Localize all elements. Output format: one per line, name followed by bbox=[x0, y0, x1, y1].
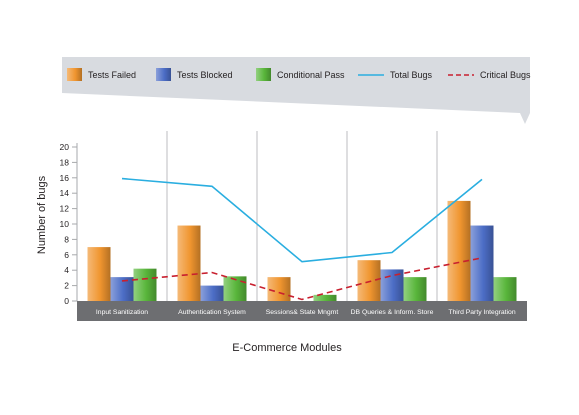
bar-tests-blocked-third-party-integration bbox=[470, 225, 494, 301]
y-tick-label: 20 bbox=[60, 142, 70, 152]
y-tick-label: 0 bbox=[64, 296, 69, 306]
bar-tests-failed-sessions-state-mngmt bbox=[267, 277, 291, 301]
bar-tests-failed-third-party-integration bbox=[447, 200, 471, 301]
y-tick-label: 8 bbox=[64, 234, 69, 244]
y-tick-label: 14 bbox=[60, 188, 70, 198]
bar-conditional-pass-authentication-system bbox=[223, 276, 247, 301]
lines bbox=[121, 177, 483, 301]
legend-swatch-conditional-pass bbox=[256, 68, 271, 81]
x-axis-title: E-Commerce Modules bbox=[232, 342, 342, 354]
legend-swatch-tests-failed bbox=[67, 68, 82, 81]
bar-conditional-pass-sessions-state-mngmt bbox=[313, 294, 337, 301]
bar-conditional-pass-third-party-integration bbox=[493, 277, 517, 301]
legend-label-tests-blocked: Tests Blocked bbox=[177, 70, 233, 80]
legend-label-tests-failed: Tests Failed bbox=[88, 70, 136, 80]
bar-tests-failed-db-queries-inform-store bbox=[357, 260, 381, 301]
bars bbox=[87, 200, 517, 301]
bar-conditional-pass-input-sanitization bbox=[133, 268, 157, 301]
y-tick-label: 18 bbox=[60, 157, 70, 167]
line-critical-bugs bbox=[121, 257, 483, 301]
bar-conditional-pass-db-queries-inform-store bbox=[403, 277, 427, 301]
bar-tests-failed-input-sanitization bbox=[87, 247, 111, 301]
legend: Tests Failed Tests Blocked Conditional Pas… bbox=[67, 68, 531, 81]
category-band bbox=[77, 301, 527, 321]
line-total-bugs bbox=[121, 177, 483, 263]
legend-label-critical-bugs: Critical Bugs bbox=[480, 70, 531, 80]
category-label-sessions-state-mngmt: Sessions& State Mngmt bbox=[266, 309, 339, 316]
y-tick-label: 2 bbox=[64, 281, 69, 291]
bar-tests-blocked-input-sanitization bbox=[110, 277, 134, 301]
bar-tests-blocked-authentication-system bbox=[200, 285, 224, 301]
y-axis: 0 2 4 6 8 10 12 14 16 18 20 bbox=[60, 142, 78, 306]
y-tick-label: 4 bbox=[64, 265, 69, 275]
category-label-third-party-integration: Third Party Integration bbox=[448, 309, 515, 316]
legend-panel bbox=[62, 57, 530, 124]
y-tick-label: 16 bbox=[60, 173, 70, 183]
bar-tests-failed-authentication-system bbox=[177, 225, 201, 301]
category-label-input-sanitization: Input Sanitization bbox=[96, 309, 148, 316]
y-tick-label: 10 bbox=[60, 219, 70, 229]
category-label-authentication-system: Authentication System bbox=[178, 309, 246, 316]
legend-label-conditional-pass: Conditional Pass bbox=[277, 70, 345, 80]
y-tick-label: 12 bbox=[60, 204, 70, 214]
legend-swatch-tests-blocked bbox=[156, 68, 171, 81]
category-label-db-queries-inform-store: DB Queries & Inform. Store bbox=[351, 309, 434, 316]
category-labels: Input Sanitization Authentication System S… bbox=[96, 309, 516, 316]
legend-label-total-bugs: Total Bugs bbox=[390, 70, 433, 80]
y-axis-title: Number of bugs bbox=[36, 175, 48, 254]
y-tick-label: 6 bbox=[64, 250, 69, 260]
